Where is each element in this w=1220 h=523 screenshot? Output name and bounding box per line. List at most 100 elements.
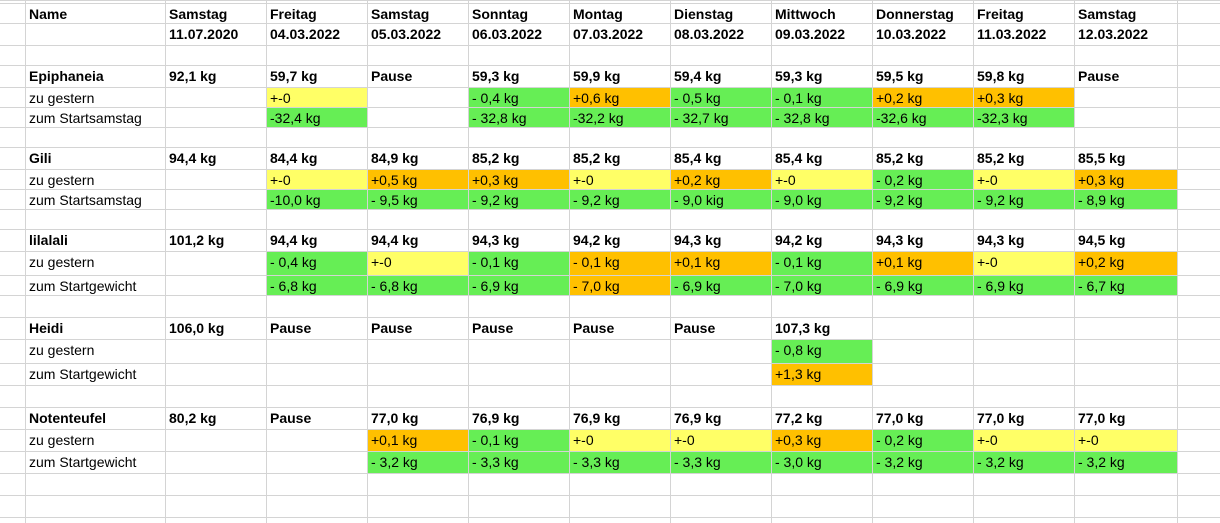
weight-cell[interactable]: 101,2 kg [169,232,225,248]
header-day-cell[interactable]: Mittwoch [775,6,836,22]
weight-cell[interactable]: 59,5 kg [876,68,924,84]
header-day-cell[interactable]: Donnerstag [876,6,954,22]
diff-cell[interactable]: - 32,8 kg [772,108,872,127]
diff-cell[interactable]: -32,4 kg [267,108,367,127]
diff-cell[interactable] [570,364,670,385]
weight-cell[interactable]: 94,2 kg [775,232,823,248]
header-date-cell[interactable]: 11.03.2022 [977,26,1047,42]
weight-cell[interactable]: 85,2 kg [472,150,520,166]
header-date-cell[interactable]: 06.03.2022 [472,26,543,42]
diff-cell[interactable]: +0,2 kg [671,170,771,189]
weight-cell[interactable]: Pause [472,320,514,336]
weight-cell[interactable] [1075,318,1177,339]
weight-cell[interactable]: Pause [371,68,413,84]
diff-cell[interactable] [166,170,266,189]
row-label-cell[interactable]: zum Startsamstag [29,192,142,208]
diff-cell[interactable]: +-0 [974,252,1074,275]
diff-cell[interactable]: +0,5 kg [368,170,468,189]
diff-cell[interactable]: - 3,3 kg [469,452,569,473]
header-date-cell[interactable]: 12.03.2022 [1078,26,1149,42]
diff-cell[interactable]: - 6,7 kg [1075,276,1177,295]
weight-cell[interactable]: 94,5 kg [1078,232,1126,248]
diff-cell[interactable]: +0,2 kg [1075,252,1177,275]
weight-cell[interactable]: Pause [371,320,413,336]
weight-cell[interactable]: 84,9 kg [371,150,419,166]
diff-cell[interactable]: - 3,0 kg [772,452,872,473]
weight-cell[interactable]: 85,5 kg [1078,150,1126,166]
diff-cell[interactable]: - 0,1 kg [469,252,569,275]
weight-cell[interactable]: Pause [270,320,312,336]
weight-cell[interactable]: 76,9 kg [674,410,722,426]
diff-cell[interactable] [166,340,266,363]
weight-cell[interactable]: 77,0 kg [371,410,419,426]
diff-cell[interactable]: - 3,3 kg [671,452,771,473]
diff-cell[interactable]: - 6,8 kg [267,276,367,295]
diff-cell[interactable]: - 3,2 kg [1075,452,1177,473]
weight-cell[interactable]: 77,0 kg [876,410,924,426]
diff-cell[interactable]: +0,3 kg [1075,170,1177,189]
diff-cell[interactable]: - 8,9 kg [1075,190,1177,209]
weight-cell[interactable]: 84,4 kg [270,150,318,166]
diff-cell[interactable]: +-0 [671,430,771,451]
diff-cell[interactable]: - 9,2 kg [469,190,569,209]
header-date-cell[interactable]: 09.03.2022 [775,26,846,42]
diff-cell[interactable]: +-0 [570,430,670,451]
weight-cell[interactable]: 94,4 kg [371,232,419,248]
diff-cell[interactable]: - 7,0 kg [570,276,670,295]
weight-cell[interactable]: 77,0 kg [1078,410,1126,426]
header-day-cell[interactable]: Samstag [169,6,228,22]
weight-cell[interactable]: 94,3 kg [876,232,924,248]
diff-cell[interactable]: - 0,1 kg [469,430,569,451]
diff-cell[interactable] [1075,108,1177,127]
weight-cell[interactable]: 85,4 kg [775,150,823,166]
diff-cell[interactable]: +0,2 kg [873,88,973,107]
diff-cell[interactable] [671,364,771,385]
diff-cell[interactable]: - 32,8 kg [469,108,569,127]
person-name-cell[interactable]: Gili [29,150,52,166]
header-day-cell[interactable]: Dienstag [674,6,734,22]
diff-cell[interactable]: - 9,5 kg [368,190,468,209]
diff-cell[interactable]: +0,1 kg [368,430,468,451]
weight-cell[interactable]: 59,3 kg [472,68,520,84]
diff-cell[interactable]: - 6,9 kg [873,276,973,295]
header-day-cell[interactable]: Freitag [977,6,1024,22]
row-label-cell[interactable]: zu gestern [29,254,95,270]
diff-cell[interactable]: +1,3 kg [772,364,872,385]
header-day-cell[interactable]: Montag [573,6,623,22]
diff-cell[interactable] [469,340,569,363]
header-date-cell[interactable]: 11.07.2020 [169,26,239,42]
diff-cell[interactable] [671,340,771,363]
diff-cell[interactable]: - 0,2 kg [873,430,973,451]
header-day-cell[interactable]: Samstag [371,6,430,22]
diff-cell[interactable]: +-0 [974,170,1074,189]
diff-cell[interactable]: - 0,1 kg [772,252,872,275]
diff-cell[interactable] [267,340,367,363]
weight-cell[interactable]: 94,3 kg [977,232,1025,248]
weight-cell[interactable]: 85,2 kg [573,150,621,166]
diff-cell[interactable]: +-0 [1075,430,1177,451]
diff-cell[interactable]: +0,1 kg [873,252,973,275]
header-day-cell[interactable]: Sonntag [472,6,528,22]
weight-cell[interactable]: 94,3 kg [472,232,520,248]
diff-cell[interactable]: - 7,0 kg [772,276,872,295]
diff-cell[interactable] [368,88,468,107]
header-date-cell[interactable]: 04.03.2022 [270,26,341,42]
diff-cell[interactable]: -32,2 kg [570,108,670,127]
diff-cell[interactable] [1075,364,1177,385]
diff-cell[interactable]: +0,1 kg [671,252,771,275]
diff-cell[interactable]: +-0 [570,170,670,189]
diff-cell[interactable]: - 6,9 kg [671,276,771,295]
weight-cell[interactable]: 77,2 kg [775,410,823,426]
diff-cell[interactable] [267,364,367,385]
weight-cell[interactable]: 76,9 kg [472,410,520,426]
weight-cell[interactable]: 76,9 kg [573,410,621,426]
diff-cell[interactable]: +-0 [267,170,367,189]
header-name-cell[interactable]: Name [29,6,68,22]
diff-cell[interactable]: -32,6 kg [873,108,973,127]
weight-cell[interactable]: 94,2 kg [573,232,621,248]
diff-cell[interactable] [1075,340,1177,363]
weight-cell[interactable]: 59,3 kg [775,68,823,84]
header-date-cell[interactable]: 10.03.2022 [876,26,947,42]
row-label-cell[interactable]: zu gestern [29,90,95,106]
diff-cell[interactable]: +0,6 kg [570,88,670,107]
